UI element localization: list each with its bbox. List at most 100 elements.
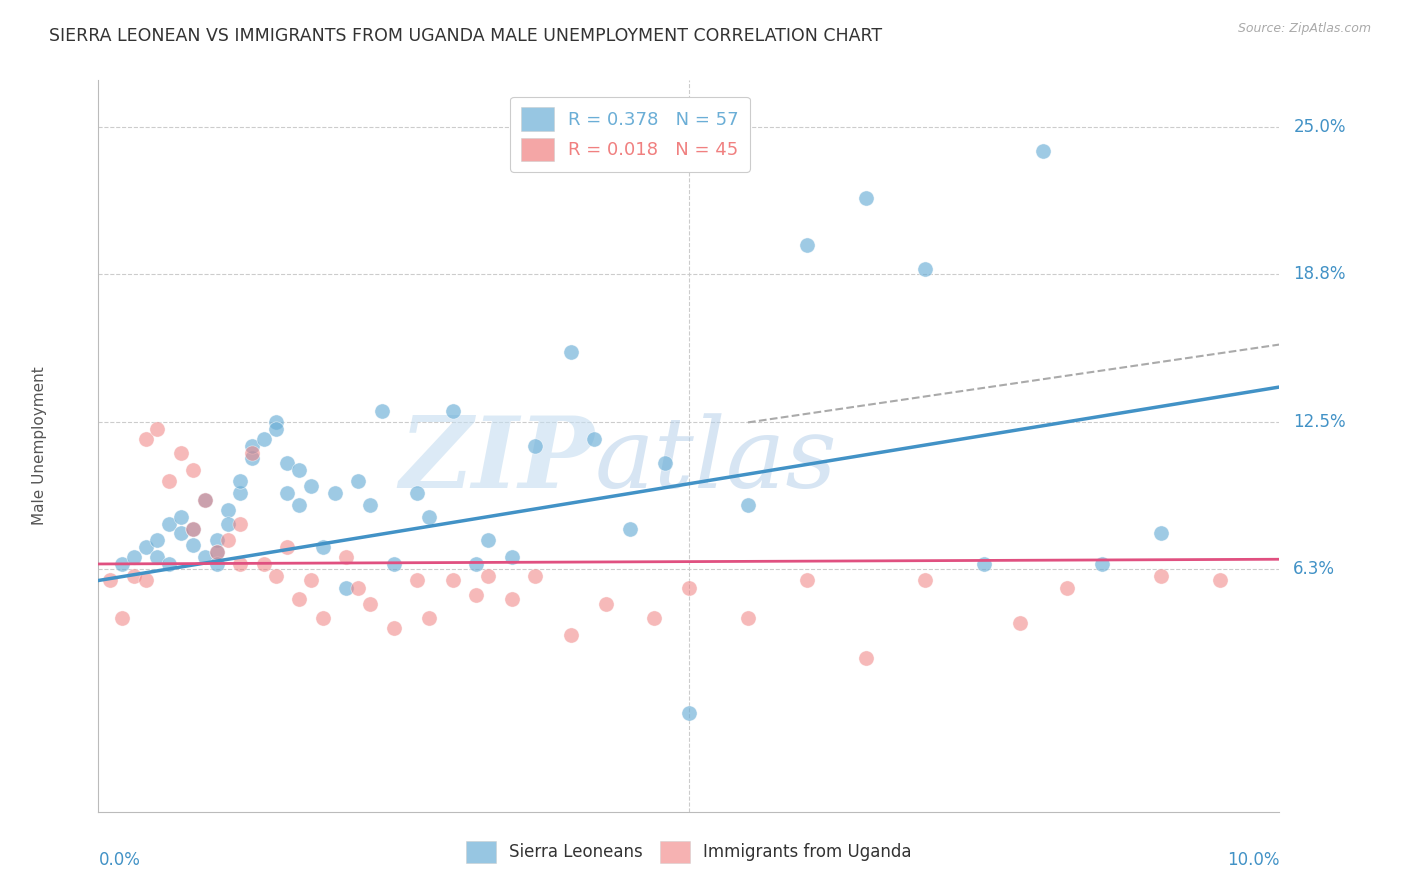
Point	[914, 574, 936, 588]
Legend: Sierra Leoneans, Immigrants from Uganda: Sierra Leoneans, Immigrants from Uganda	[460, 835, 918, 869]
Point	[240, 446, 263, 460]
Point	[312, 541, 335, 555]
Point	[299, 574, 322, 588]
Point	[122, 568, 145, 582]
Point	[441, 574, 464, 588]
Point	[737, 498, 759, 512]
Point	[111, 611, 134, 625]
Point	[406, 486, 429, 500]
Point	[524, 568, 547, 582]
Point	[181, 522, 204, 536]
Point	[264, 422, 287, 436]
Point	[477, 533, 499, 548]
Point	[194, 493, 217, 508]
Text: 0.0%: 0.0%	[98, 851, 141, 869]
Point	[654, 456, 676, 470]
Point	[1008, 615, 1031, 630]
Point	[465, 588, 488, 602]
Point	[382, 621, 405, 635]
Point	[583, 432, 606, 446]
Point	[288, 498, 311, 512]
Text: 18.8%: 18.8%	[1294, 265, 1346, 283]
Point	[737, 611, 759, 625]
Point	[347, 475, 370, 489]
Point	[264, 568, 287, 582]
Point	[347, 581, 370, 595]
Point	[146, 422, 169, 436]
Point	[181, 462, 204, 476]
Text: Source: ZipAtlas.com: Source: ZipAtlas.com	[1237, 22, 1371, 36]
Text: Male Unemployment: Male Unemployment	[32, 367, 46, 525]
Point	[299, 479, 322, 493]
Text: 12.5%: 12.5%	[1294, 413, 1346, 432]
Point	[643, 611, 665, 625]
Point	[1032, 144, 1054, 158]
Point	[181, 538, 204, 552]
Point	[1091, 557, 1114, 571]
Point	[382, 557, 405, 571]
Point	[855, 191, 877, 205]
Point	[229, 486, 252, 500]
Point	[217, 502, 239, 516]
Point	[157, 475, 180, 489]
Point	[914, 262, 936, 277]
Point	[240, 439, 263, 453]
Point	[194, 493, 217, 508]
Point	[170, 446, 193, 460]
Point	[205, 545, 228, 559]
Point	[135, 541, 157, 555]
Point	[335, 549, 357, 564]
Point	[1209, 574, 1232, 588]
Point	[276, 486, 298, 500]
Point	[122, 549, 145, 564]
Point	[170, 509, 193, 524]
Point	[253, 432, 276, 446]
Point	[973, 557, 995, 571]
Point	[560, 344, 582, 359]
Point	[229, 516, 252, 531]
Text: 25.0%: 25.0%	[1294, 119, 1346, 136]
Point	[276, 541, 298, 555]
Point	[595, 597, 617, 611]
Point	[253, 557, 276, 571]
Point	[560, 628, 582, 642]
Point	[335, 581, 357, 595]
Point	[359, 498, 381, 512]
Point	[205, 557, 228, 571]
Point	[205, 533, 228, 548]
Point	[229, 475, 252, 489]
Text: 10.0%: 10.0%	[1227, 851, 1279, 869]
Point	[678, 581, 700, 595]
Point	[229, 557, 252, 571]
Point	[524, 439, 547, 453]
Text: SIERRA LEONEAN VS IMMIGRANTS FROM UGANDA MALE UNEMPLOYMENT CORRELATION CHART: SIERRA LEONEAN VS IMMIGRANTS FROM UGANDA…	[49, 27, 883, 45]
Point	[264, 416, 287, 430]
Point	[1150, 526, 1173, 541]
Point	[406, 574, 429, 588]
Point	[323, 486, 346, 500]
Point	[205, 545, 228, 559]
Point	[146, 549, 169, 564]
Point	[135, 574, 157, 588]
Text: ZIP: ZIP	[399, 412, 595, 508]
Point	[796, 238, 818, 252]
Text: atlas: atlas	[595, 413, 837, 508]
Point	[98, 574, 121, 588]
Point	[619, 522, 641, 536]
Point	[288, 592, 311, 607]
Point	[135, 432, 157, 446]
Point	[501, 592, 523, 607]
Point	[194, 549, 217, 564]
Point	[678, 706, 700, 720]
Point	[276, 456, 298, 470]
Point	[501, 549, 523, 564]
Point	[418, 509, 440, 524]
Point	[111, 557, 134, 571]
Point	[1150, 568, 1173, 582]
Point	[157, 557, 180, 571]
Point	[477, 568, 499, 582]
Point	[796, 574, 818, 588]
Point	[170, 526, 193, 541]
Point	[157, 516, 180, 531]
Point	[359, 597, 381, 611]
